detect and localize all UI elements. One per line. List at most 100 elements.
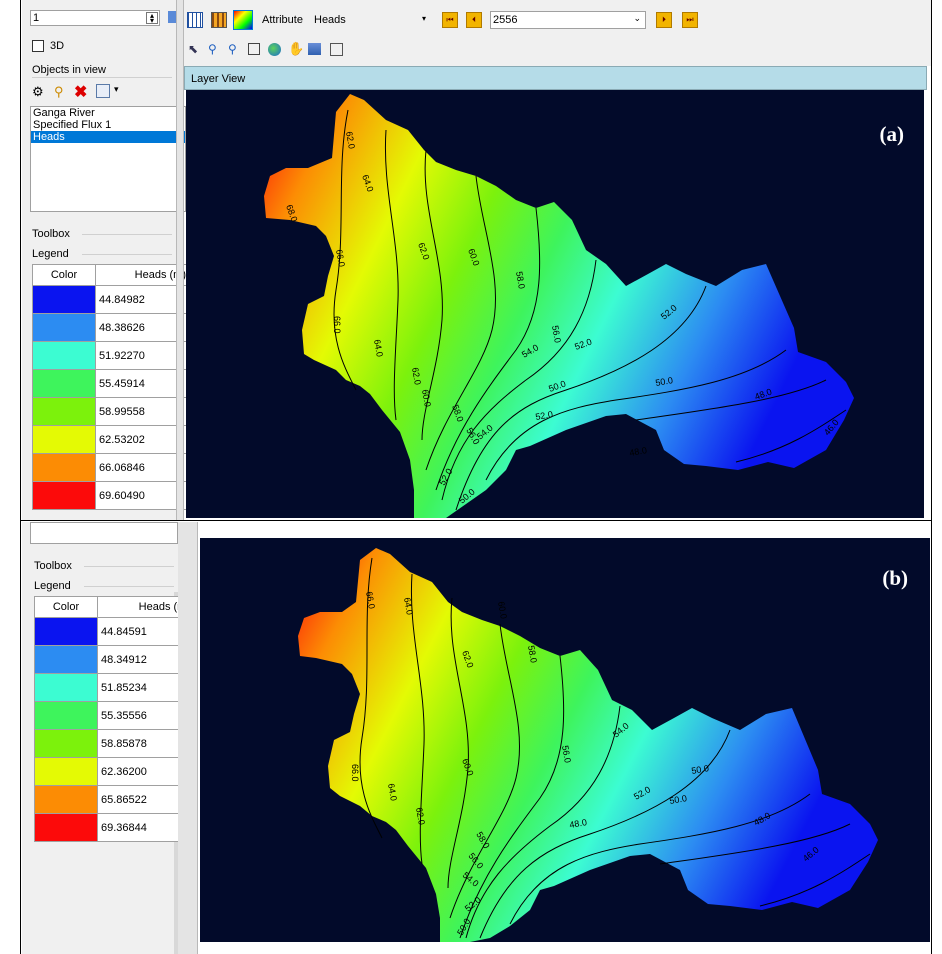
attribute-select[interactable]: Heads ▾ [312,11,432,29]
contour-label: 64.0 [372,339,385,358]
head-contour-map: 66.0 64.062.060.058.056.066.064.062.060.0… [298,548,878,942]
figure-frame [20,0,932,954]
toolbar-top: Attribute Heads ▾ ⏮ ⏴ 2556 ⌄ ⏵ ⏭ ⬉ ⚲ ⚲ ✋ [184,0,931,66]
layer-spinner-value: 1 [33,12,40,24]
legend-value: 51.92270 [95,341,190,370]
figure-label-a: (a) [879,122,905,146]
legend-swatch [34,701,98,730]
legend-title: Legend [32,248,69,260]
attribute-select-value: Heads [314,14,346,26]
select-icon[interactable]: ⬉ [188,42,199,56]
chevron-down-icon: ⌄ [633,13,641,23]
contour-label: 50.0 [691,763,710,776]
legend-swatch [34,617,98,646]
zoom-extent-icon[interactable] [248,43,260,55]
legend-table: Color Heads (m) 44.84591 48.34912 51.852… [34,596,194,842]
add-object-icon[interactable]: ⚙ [32,84,44,99]
legend-value: 48.34912 [97,645,194,674]
last-step-icon[interactable]: ⏭ [682,12,698,28]
checkbox-3d[interactable] [32,40,44,52]
layers-icon[interactable] [308,43,321,55]
aquifer-domain [298,548,878,942]
toolbox-title: Toolbox [32,228,70,240]
contour-label: 62.0 [410,367,423,386]
first-step-icon[interactable]: ⏮ [442,12,458,28]
properties-icon[interactable] [96,84,110,98]
contour-label: 66.0 [350,764,360,782]
pointer-icon[interactable] [168,11,178,23]
object-item-ganga-river[interactable]: Ganga River [33,107,95,119]
splitter[interactable] [176,0,184,520]
legend-swatch [34,673,98,702]
contour-label: 60.0 [496,601,509,620]
contour-label: 50.0 [655,375,674,388]
zoom-out-icon[interactable]: ⚲ [228,42,237,56]
object-item-heads[interactable]: Heads [31,131,185,143]
contour-label: 48.0 [629,445,648,458]
splitter[interactable] [178,522,198,954]
contour-label: 66.0 [334,249,347,268]
color-map-icon[interactable] [233,10,253,30]
legend-table: Color Heads (m) 44.84982 48.38626 51.922… [32,264,190,510]
legend-swatch [32,313,96,342]
time-select[interactable]: 2556 ⌄ [490,11,646,29]
contour-label: 58.0 [526,645,539,664]
layer-spinner[interactable]: 1 ▴ ▾ [30,10,160,26]
delete-object-icon[interactable]: ✖ [74,84,88,101]
globe-icon[interactable] [268,43,281,56]
legend-value: 44.84982 [95,285,190,314]
legend-header-value: Heads (m) [95,264,190,286]
pan-hand-icon[interactable]: ✋ [288,41,305,56]
frame-icon[interactable] [330,43,343,56]
panel-divider [20,520,932,521]
contour-label: 64.0 [386,783,399,802]
zoom-in-icon[interactable]: ⚲ [208,42,217,56]
legend-swatch [32,397,96,426]
legend-value: 58.85878 [97,729,194,758]
contour-label: 56.0 [560,745,573,764]
spinner-arrows-icon[interactable]: ▴ ▾ [146,12,158,25]
contour-label: 52.0 [535,409,554,422]
left-sidebar-bottom: Toolbox Legend Color Heads (m) 44.84591 … [22,522,194,954]
contour-label: 50.0 [669,793,688,806]
left-sidebar-top: 1 ▴ ▾ 3D Objects in view ⚙ ⚲ ✖ ▾ Ganga Ri… [22,0,194,520]
objects-list: Ganga River Specified Flux 1 Heads [30,106,186,212]
legend-header-color: Color [32,264,96,286]
layer-view-map[interactable]: 62.0 64.0 68.0 66.0 62.0 60.0 58.0 56.0 66.0 64.0… [186,90,924,518]
legend-swatch [32,341,96,370]
legend-header-color: Color [34,596,98,618]
contour-label: 48.0 [569,817,588,830]
aquifer-domain [264,94,854,518]
legend-value: 62.53202 [95,425,190,454]
next-step-icon[interactable]: ⏵ [656,12,672,28]
legend-value: 69.60490 [95,481,190,510]
legend-swatch [34,729,98,758]
search-object-icon[interactable]: ⚲ [54,84,64,99]
legend-swatch [32,425,96,454]
layer-view-title: Layer View [191,73,246,85]
legend-value: 62.36200 [97,757,194,786]
cells-icon[interactable] [211,12,227,28]
contour-label: 62.0 [344,131,357,150]
contour-label: 58.0 [514,271,527,290]
objects-in-view-title: Objects in view [32,64,106,76]
legend-swatch [32,369,96,398]
chevron-down-icon: ▾ [421,14,426,23]
legend-swatch [32,481,96,510]
legend-swatch [34,757,98,786]
head-contour-map: 62.064.068.066.0 62.0 60.058.056.066.064.0… [264,94,854,518]
legend-swatch [34,645,98,674]
layer-view-map[interactable]: 66.0 64.0 62.0 60.0 58.0 56.0 66.0 64.0 62.0 60.0… [200,538,930,942]
contour-label: 62.0 [414,807,427,826]
contour-label: 60.0 [420,389,433,408]
object-item-specified-flux[interactable]: Specified Flux 1 [33,119,112,131]
legend-swatch [32,285,96,314]
legend-swatch [34,785,98,814]
checkbox-3d-label: 3D [50,40,65,52]
legend-swatch [34,813,98,842]
prev-step-icon[interactable]: ⏴ [466,12,482,28]
time-select-value: 2556 [493,14,518,26]
chevron-down-icon[interactable]: ▾ [114,84,119,94]
attribute-label: Attribute [262,14,303,26]
grid-icon[interactable] [187,12,203,28]
